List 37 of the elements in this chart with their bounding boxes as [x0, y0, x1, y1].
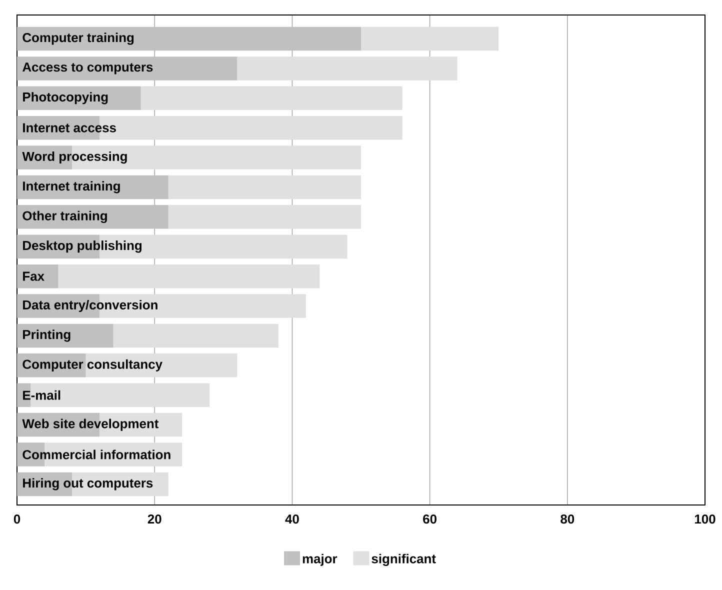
bar — [17, 324, 114, 348]
y-tick-label: Computer training — [22, 32, 134, 45]
bar — [237, 56, 458, 80]
x-tick-label: 20 — [148, 514, 162, 524]
y-tick-label: Internet access — [23, 123, 116, 132]
y-tick-label: Web site development — [22, 418, 159, 431]
y-tick-label: Photocopying — [23, 92, 108, 104]
x-tick-label: 100 — [695, 514, 716, 524]
bar — [168, 205, 362, 229]
y-tick-label: Hiring out computers — [23, 478, 153, 490]
x-tick-label: 0 — [14, 514, 20, 524]
legend-label: significant — [372, 554, 436, 566]
bar — [361, 26, 499, 51]
y-tick-label: Computer consultancy — [22, 359, 162, 372]
bar — [17, 264, 58, 288]
y-tick-label: Access to computers — [22, 62, 153, 74]
y-tick-label: Printing — [23, 330, 70, 342]
bar — [17, 205, 168, 229]
legend-label: major — [302, 554, 338, 566]
y-tick-label: Commercial information — [22, 450, 170, 460]
bar — [58, 264, 320, 288]
x-tick-label: 40 — [285, 514, 299, 524]
y-tick-label: E-mail — [23, 390, 60, 400]
x-tick-label: 80 — [560, 514, 574, 524]
bar — [168, 175, 362, 200]
bar — [86, 354, 238, 378]
y-tick-label: Fax — [23, 272, 44, 281]
bar — [113, 324, 278, 348]
y-tick-label: Data entry/conversion — [23, 300, 158, 312]
y-tick-label: Internet training — [23, 181, 120, 194]
y-tick-label: Word processing — [22, 151, 127, 164]
bar — [17, 26, 362, 51]
y-tick-label: Desktop publishing — [23, 240, 142, 253]
bar — [140, 86, 402, 110]
bar — [17, 56, 238, 80]
x-tick-label: 60 — [423, 514, 436, 524]
y-tick-label: Other training — [22, 210, 107, 223]
